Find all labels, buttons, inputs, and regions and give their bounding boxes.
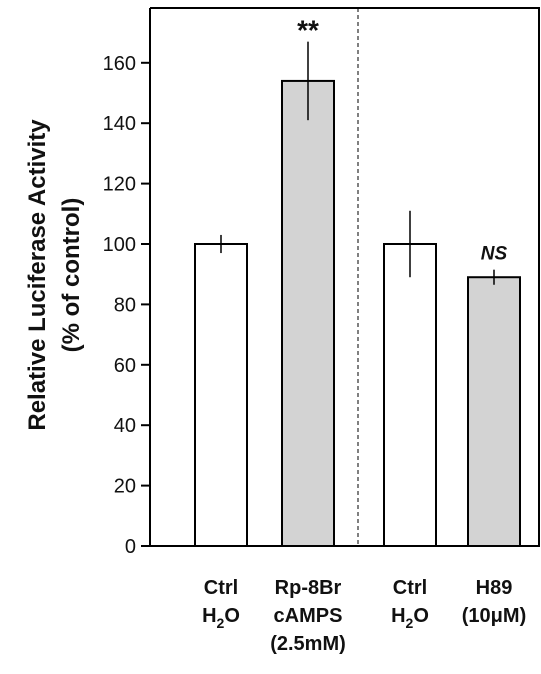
category-label: Rp-8Br [275,577,342,599]
y-tick-label: 60 [114,355,136,377]
category-label: Ctrl [204,577,238,599]
significance-label: ** [297,15,319,46]
category-label: cAMPS [274,605,343,627]
significance-label: NS [481,244,508,265]
category-label: (2.5mM) [270,633,346,655]
y-axis-title-line1: Relative Luciferase Activity [24,119,51,431]
bar [281,79,335,547]
y-axis-title: Relative Luciferase Activity (% of contr… [24,119,85,431]
y-tick-label: 20 [114,476,136,498]
y-axis-ticks: 0 20 40 60 80 100 120 140 160 [103,53,150,558]
category-label: Ctrl [393,577,427,599]
category-label: (10μM) [462,605,526,627]
y-tick-label: 100 [103,234,136,256]
category-label: H2O [202,605,240,631]
y-tick-label: 120 [103,174,136,196]
y-axis-title-line2: (% of control) [58,198,85,353]
y-tick-label: 0 [125,536,136,558]
bar [467,276,521,547]
y-tick-label: 140 [103,113,136,135]
bars: ** NS [194,15,521,547]
y-tick-label: 160 [103,53,136,75]
category-labels: Ctrl H2O Rp-8Br cAMPS (2.5mM) Ctrl H2O H89 (10μM… [202,577,526,655]
category-label: H2O [391,605,429,631]
y-tick-label: 40 [114,415,136,437]
category-label: H89 [476,577,513,599]
y-tick-label: 80 [114,294,136,316]
bar [194,243,248,547]
bar [383,243,437,547]
